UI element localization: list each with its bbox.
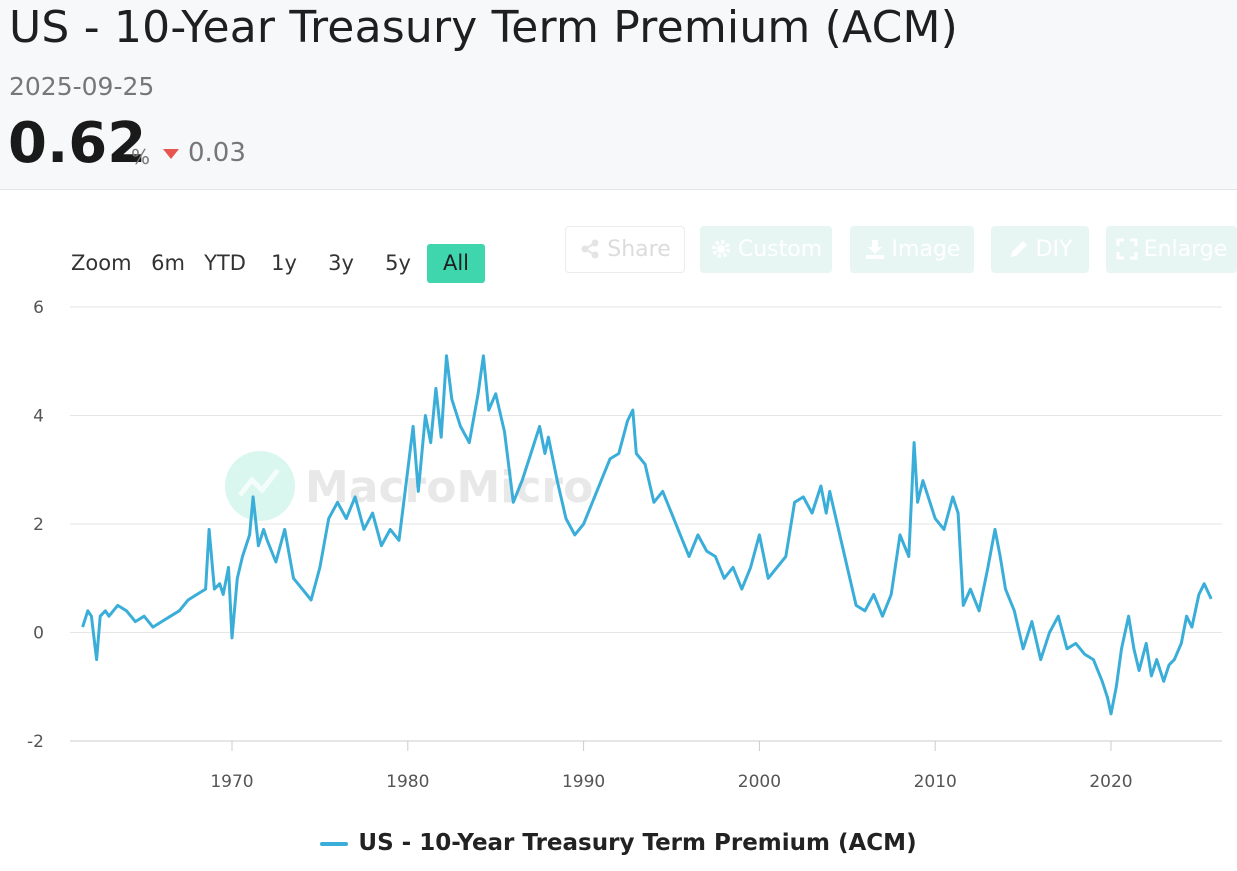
y-tick-label: 4 [33, 407, 44, 427]
x-tick-label: 1990 [562, 772, 605, 792]
y-tick-label: 6 [33, 298, 44, 318]
enlarge-button[interactable]: Enlarge [1106, 226, 1237, 273]
image-button[interactable]: Image [850, 226, 974, 273]
current-value: 0.62 [8, 111, 147, 176]
x-tick-label: 2000 [738, 772, 781, 792]
diy-label: DIY [1035, 237, 1073, 262]
legend[interactable]: US - 10-Year Treasury Term Premium (ACM) [0, 830, 1237, 856]
zoom-3y-button[interactable]: 3y [328, 251, 354, 275]
legend-swatch [320, 841, 349, 846]
diy-button[interactable]: DIY [991, 226, 1089, 273]
x-tick-label: 2010 [914, 772, 957, 792]
zoom-5y-button[interactable]: 5y [385, 251, 411, 275]
share-icon [581, 239, 599, 259]
enlarge-label: Enlarge [1143, 237, 1228, 262]
share-button[interactable]: Share [565, 226, 685, 273]
pencil-icon [1010, 241, 1027, 257]
download-icon [865, 240, 884, 259]
watermark-text: MacroMicro [305, 462, 593, 513]
y-tick-label: 0 [33, 624, 44, 644]
header: US - 10-Year Treasury Term Premium (ACM)… [0, 0, 1237, 190]
series-line[interactable] [81, 354, 1213, 716]
y-tick-label: -2 [27, 732, 44, 752]
unit-label: % [131, 145, 151, 169]
change-value: 0.03 [188, 138, 246, 168]
legend-series-label: US - 10-Year Treasury Term Premium (ACM) [358, 830, 917, 856]
date-label: 2025-09-25 [9, 72, 155, 101]
y-tick-label: 2 [33, 515, 44, 535]
line-chart: MacroMicro -2 0 2 4 6 1970 1980 1990 2000 2010 20… [27, 298, 1222, 792]
x-tick-label: 2020 [1089, 772, 1132, 792]
page-title: US - 10-Year Treasury Term Premium (ACM) [9, 2, 959, 53]
zoom-all-button[interactable]: All [427, 244, 485, 283]
zoom-6m-button[interactable]: 6m [151, 251, 185, 275]
custom-button[interactable]: Custom [700, 226, 832, 273]
gear-icon [711, 240, 730, 258]
zoom-1y-button[interactable]: 1y [271, 251, 297, 275]
zoom-ytd-button[interactable]: YTD [204, 251, 246, 275]
x-tick-label: 1980 [386, 772, 429, 792]
zoom-label: Zoom [71, 251, 132, 275]
expand-icon [1116, 238, 1138, 260]
down-arrow-icon [163, 149, 179, 159]
x-tick-label: 1970 [210, 772, 253, 792]
custom-label: Custom [737, 237, 823, 262]
share-label: Share [607, 237, 671, 262]
image-label: Image [891, 237, 961, 262]
